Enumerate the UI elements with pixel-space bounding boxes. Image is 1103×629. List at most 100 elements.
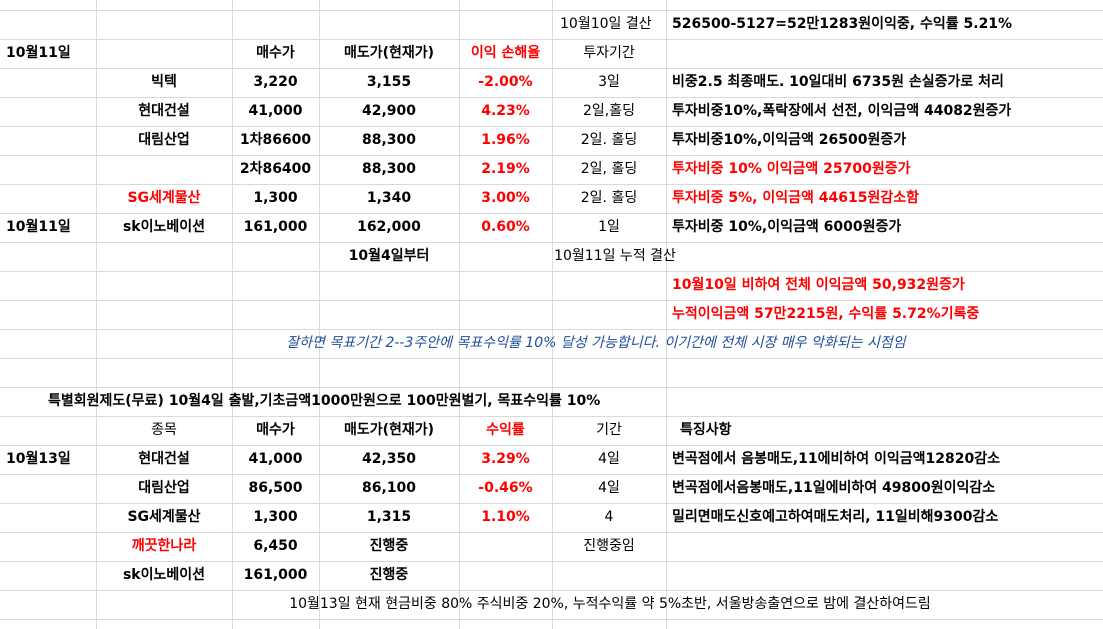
period-cell[interactable]: 2일, 홀딩 [580, 161, 638, 177]
note-cell[interactable]: 투자비중10%,이익금액 26500원증가 [672, 132, 907, 148]
header-return-rate[interactable]: 수익률 [486, 422, 525, 438]
header-sell-price[interactable]: 매도가(현재가) [343, 45, 435, 61]
stock-name-cell[interactable]: 대림산업 [138, 480, 190, 496]
grid-line [0, 184, 1103, 185]
comment-cell[interactable]: 잘하면 목표기간 2--3주안에 목표수익률 10% 달성 가능합니다. 이기간… [286, 335, 906, 351]
sell-price-cell[interactable]: 1,315 [366, 509, 412, 525]
since-label-cell[interactable]: 10월4일부터 [348, 248, 430, 264]
return-rate-cell[interactable]: -0.46% [478, 480, 533, 496]
grid-line [0, 271, 1103, 272]
sell-price-cell[interactable]: 162,000 [357, 219, 421, 235]
header-stock[interactable]: 종목 [151, 422, 177, 438]
summary-line-2[interactable]: 누적이익금액 57만2215원, 수익률 5.72%기록중 [672, 306, 980, 322]
grid-line [319, 0, 320, 629]
sell-price-cell[interactable]: 진행중 [369, 567, 409, 583]
sell-price-cell[interactable]: 42,900 [361, 103, 417, 119]
grid-line [0, 213, 1103, 214]
buy-price-cell[interactable]: 2차86400 [239, 161, 312, 177]
header-buy-price[interactable]: 매수가 [256, 422, 295, 438]
grid-line [0, 126, 1103, 127]
stock-name-cell[interactable]: 대림산업 [138, 132, 190, 148]
note-cell[interactable]: 변곡점에서 음봉매도,11에비하여 이익금액12820감소 [672, 451, 1000, 467]
top-summary-cell[interactable]: 526500-5127=52만1283원이익중, 수익률 5.21% [672, 16, 1013, 32]
stock-name-cell[interactable]: sk이노베이션 [122, 567, 206, 583]
profit-rate-cell[interactable]: 1.96% [481, 132, 530, 148]
buy-price-cell[interactable]: 1,300 [253, 190, 298, 206]
period-cell[interactable]: 1일 [598, 219, 620, 235]
date-cell[interactable]: 10월11일 [6, 45, 71, 61]
grid-line [0, 10, 1103, 11]
buy-price-cell[interactable]: 3,220 [253, 74, 298, 90]
return-rate-cell[interactable]: 3.29% [481, 451, 530, 467]
header-buy-price[interactable]: 매수가 [256, 45, 295, 61]
header-sell-price[interactable]: 매도가(현재가) [343, 422, 435, 438]
date-cell[interactable]: 10월13일 [6, 451, 71, 467]
period-cell[interactable]: 2일. 홀딩 [580, 132, 638, 148]
grid-line [0, 68, 1103, 69]
header-features[interactable]: 특징사항 [680, 422, 732, 438]
grid-line [96, 0, 97, 629]
stock-name-cell[interactable]: sk이노베이션 [122, 219, 206, 235]
period-cell[interactable]: 4일 [598, 480, 620, 496]
cumulative-label-cell[interactable]: 10월11일 누적 결산 [554, 248, 676, 264]
profit-rate-cell[interactable]: 2.19% [481, 161, 530, 177]
stock-name-cell[interactable]: SG세계물산 [127, 190, 201, 206]
buy-price-cell[interactable]: 161,000 [243, 219, 308, 235]
period-cell[interactable]: 4 [604, 509, 614, 525]
header-period[interactable]: 기간 [596, 422, 622, 438]
note-cell[interactable]: 변곡점에서음봉매도,11일에비하여 49800원이익감소 [672, 480, 996, 496]
grid-line [0, 445, 1103, 446]
note-cell[interactable]: 밀리면매도신호예고하여매도처리, 11일비해9300감소 [672, 509, 999, 525]
note-cell[interactable]: 투자비중10%,폭락장에서 선전, 이익금액 44082원증가 [672, 103, 1012, 119]
return-rate-cell[interactable]: 1.10% [481, 509, 530, 525]
sell-price-cell[interactable]: 진행중 [369, 538, 409, 554]
profit-rate-cell[interactable]: 3.00% [481, 190, 530, 206]
stock-name-cell[interactable]: 현대건설 [138, 451, 190, 467]
grid-line [0, 358, 1103, 359]
sell-price-cell[interactable]: 88,300 [361, 132, 417, 148]
stock-name-cell[interactable]: 빅텍 [151, 74, 177, 90]
header-profit-rate[interactable]: 이익 손해율 [470, 45, 541, 61]
sell-price-cell[interactable]: 88,300 [361, 161, 417, 177]
period-cell[interactable]: 4일 [598, 451, 620, 467]
stock-name-cell[interactable]: 현대건설 [138, 103, 190, 119]
sell-price-cell[interactable]: 3,155 [366, 74, 412, 90]
grid-line [0, 242, 1103, 243]
grid-line [0, 503, 1103, 504]
buy-price-cell[interactable]: 41,000 [248, 451, 303, 467]
sell-price-cell[interactable]: 1,340 [366, 190, 412, 206]
grid-line [0, 561, 1103, 562]
section2-title[interactable]: 특별회원제도(무료) 10월4일 출발,기초금액1000만원으로 100만원벌기… [48, 393, 601, 409]
buy-price-cell[interactable]: 1,300 [253, 509, 298, 525]
grid-line [0, 474, 1103, 475]
note-cell[interactable]: 투자비중 5%, 이익금액 44615원감소함 [672, 190, 919, 206]
sell-price-cell[interactable]: 86,100 [361, 480, 417, 496]
stock-name-cell[interactable]: SG세계물산 [127, 509, 201, 525]
note-cell[interactable]: 비중2.5 최종매도. 10일대비 6735원 손실증가로 처리 [672, 74, 1004, 90]
profit-rate-cell[interactable]: 0.60% [481, 219, 530, 235]
buy-price-cell[interactable]: 6,450 [253, 538, 298, 554]
buy-price-cell[interactable]: 1차86600 [239, 132, 312, 148]
grid-line [0, 155, 1103, 156]
buy-price-cell[interactable]: 41,000 [248, 103, 303, 119]
note-cell[interactable]: 투자비중 10%,이익금액 6000원증가 [672, 219, 902, 235]
note-cell[interactable]: 투자비중 10% 이익금액 25700원증가 [672, 161, 911, 177]
header-invest-period[interactable]: 투자기간 [583, 45, 635, 61]
sell-price-cell[interactable]: 42,350 [361, 451, 417, 467]
buy-price-cell[interactable]: 86,500 [248, 480, 303, 496]
period-cell[interactable]: 2일,홀딩 [583, 103, 635, 119]
profit-rate-cell[interactable]: -2.00% [478, 74, 533, 90]
buy-price-cell[interactable]: 161,000 [243, 567, 308, 583]
period-cell[interactable]: 진행중임 [583, 538, 635, 554]
summary-line-1[interactable]: 10월10일 비하여 전체 이익금액 50,932원증가 [672, 277, 965, 293]
date-cell[interactable]: 10월11일 [6, 219, 71, 235]
grid-line [0, 416, 1103, 417]
footer-note-cell[interactable]: 10월13일 현재 현금비중 80% 주식비중 20%, 누적수익률 약 5%초… [289, 596, 931, 612]
profit-rate-cell[interactable]: 4.23% [481, 103, 530, 119]
grid-line [0, 619, 1103, 620]
stock-name-cell[interactable]: 깨끗한나라 [131, 538, 197, 554]
top-note-cell[interactable]: 10월10일 결산 [560, 16, 652, 32]
grid-line [666, 0, 667, 629]
period-cell[interactable]: 2일. 홀딩 [580, 190, 638, 206]
period-cell[interactable]: 3일 [598, 74, 620, 90]
